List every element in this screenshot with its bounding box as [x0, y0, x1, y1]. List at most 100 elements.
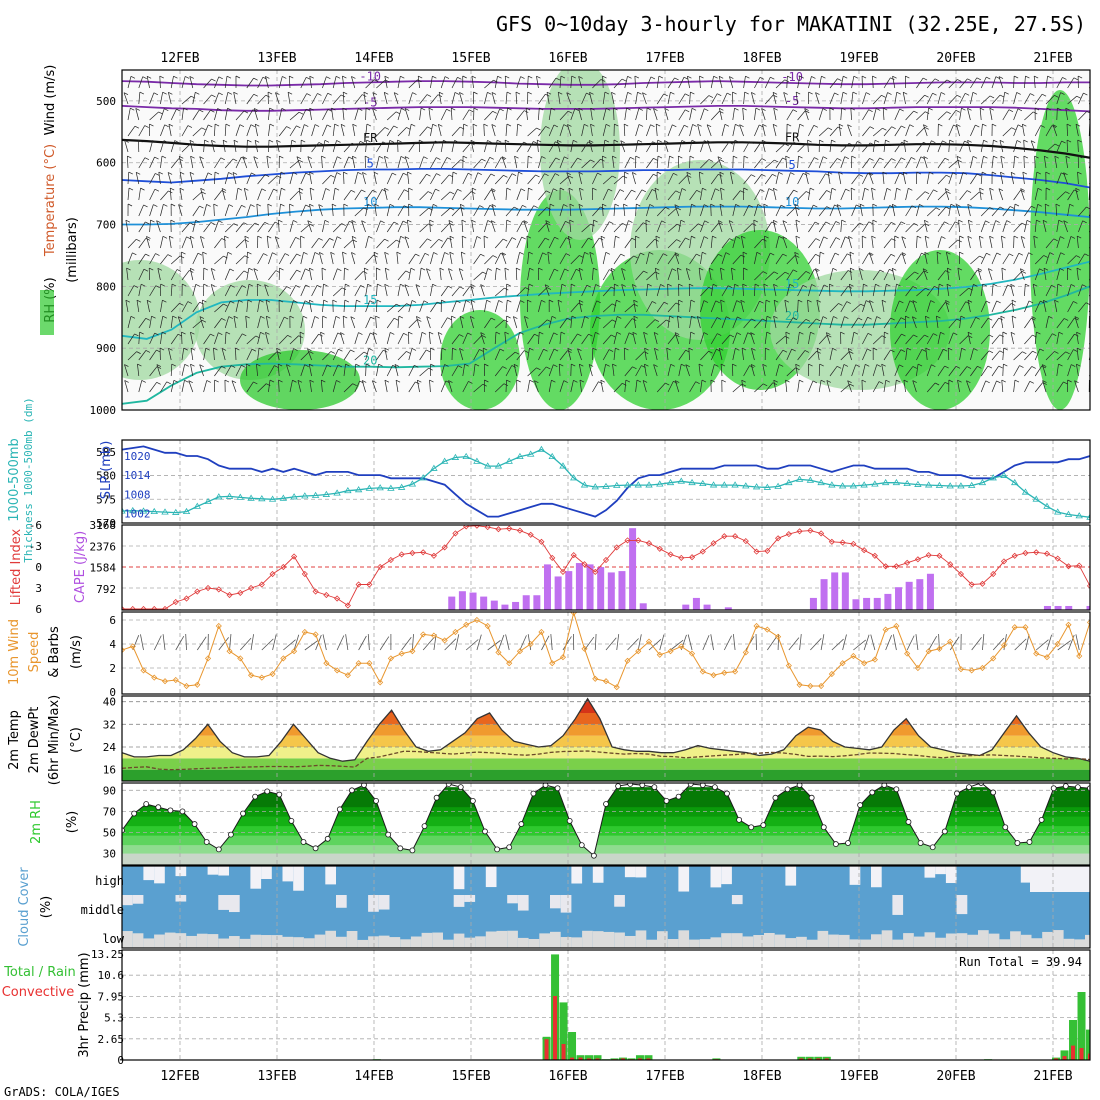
thickness-marker	[129, 506, 137, 514]
wind-barb	[332, 364, 339, 377]
wind-barb-flag	[357, 172, 362, 175]
wind-barb-flag	[621, 284, 626, 287]
wind-barb-flag	[946, 79, 952, 83]
wind-barb	[894, 333, 902, 345]
wind-barb-flag	[542, 252, 547, 256]
wind-barb	[395, 380, 399, 393]
rh-marker	[385, 831, 392, 838]
wind-barb-flag	[210, 109, 215, 113]
wind-barb	[340, 332, 345, 345]
wind-barb	[149, 332, 155, 345]
wind-barb-flag	[753, 219, 758, 223]
wind-barb	[505, 283, 508, 297]
wind-barb-flag	[504, 267, 510, 271]
wind-barb	[883, 140, 886, 153]
wind-barb-flag	[299, 331, 305, 335]
low-cloud-block	[496, 930, 508, 948]
middle-cloud-gap	[892, 895, 904, 915]
wind-barb-flag	[516, 379, 521, 383]
wind-barb-flag	[1057, 283, 1062, 287]
thickness-marker	[430, 464, 438, 471]
wind-barb-flag	[844, 316, 849, 319]
wind-barb-flag	[1046, 107, 1052, 111]
wind-barb	[916, 236, 918, 249]
thickness-marker	[709, 481, 718, 488]
wind-barb-flag	[849, 351, 854, 354]
wind-barb-flag	[923, 156, 928, 159]
wind-barb-flag	[214, 171, 220, 175]
wind-barb	[254, 140, 258, 153]
lifted-index-marker	[581, 561, 588, 568]
wind-barb-flag	[762, 271, 768, 274]
wind-barb-flag	[809, 187, 815, 191]
wind-barb-flag	[794, 252, 799, 255]
low-cloud-block	[517, 937, 529, 948]
wind-barb-flag	[795, 207, 800, 210]
cape-bar	[480, 596, 488, 610]
wind-barb	[754, 204, 759, 217]
wind-barb	[840, 351, 850, 361]
wind-barb-flag	[284, 253, 290, 256]
wind-barb-flag	[633, 299, 638, 303]
wind-barb-flag	[617, 316, 622, 319]
wind-barb-flag	[280, 171, 286, 175]
wind-barb	[1063, 172, 1068, 185]
rh-marker	[724, 790, 730, 797]
rh-marker	[651, 784, 658, 791]
wind-barb-flag	[300, 235, 305, 239]
wind-barb-flag	[592, 347, 597, 351]
wind-barb	[318, 204, 323, 217]
wind-barb	[505, 220, 508, 233]
wind-barb-flag	[361, 220, 366, 224]
surface-wind-barb	[322, 634, 327, 651]
wind-barb-flag	[792, 109, 798, 113]
wind-barb-flag	[546, 190, 551, 194]
wind-barb	[991, 380, 997, 393]
wind-barb	[743, 92, 746, 105]
wind-barb-flag	[613, 139, 619, 143]
wind-barb	[1013, 222, 1022, 233]
wind-barb-flag	[953, 332, 958, 336]
wind-barb-flag	[945, 188, 950, 191]
thickness-marker	[570, 474, 578, 481]
low-cloud-block	[368, 936, 379, 948]
wind-barb	[991, 76, 997, 89]
wind-barb	[818, 334, 828, 345]
wind-barb	[170, 303, 180, 313]
wind-barb	[494, 287, 505, 297]
wind-barb	[524, 316, 528, 329]
wind-barb-flag	[1057, 107, 1062, 111]
wind-barb-flag	[986, 76, 991, 80]
low-cloud-block	[988, 933, 1000, 948]
wind-barb	[732, 383, 743, 393]
surface-wind-barb	[162, 634, 166, 651]
wind-barb-flag	[507, 107, 512, 111]
wind-barb-flag	[529, 379, 534, 383]
wind-barb	[308, 364, 312, 377]
wind-barb-flag	[697, 124, 702, 127]
wind-barb-flag	[1043, 255, 1048, 258]
wind-barb-flag	[611, 91, 616, 95]
wind-barb	[257, 94, 267, 105]
wind-barb-flag	[201, 191, 206, 195]
wind-barb	[944, 188, 950, 201]
wind-barb-flag	[665, 382, 670, 386]
wind-barb-flag	[735, 204, 740, 207]
wind-barb-flag	[972, 155, 978, 159]
wind-barb	[808, 188, 811, 201]
wind-barb-flag	[865, 300, 871, 303]
wind-barb-flag	[260, 316, 265, 319]
wind-barb	[419, 367, 429, 377]
wind-barb-flag	[688, 347, 693, 351]
surface-wind-barb	[122, 648, 123, 650]
wind-barb	[343, 300, 346, 313]
surface-wind-barb	[250, 634, 254, 651]
wind-barb-flag	[266, 315, 271, 319]
wind-barb-flag	[541, 300, 546, 303]
wind-barb-flag	[341, 223, 346, 226]
wind-barb-flag	[141, 283, 146, 287]
wind-barb	[235, 333, 243, 345]
wind-barb	[332, 316, 337, 329]
wind-barb	[322, 220, 326, 233]
wind-barb	[1056, 172, 1062, 185]
